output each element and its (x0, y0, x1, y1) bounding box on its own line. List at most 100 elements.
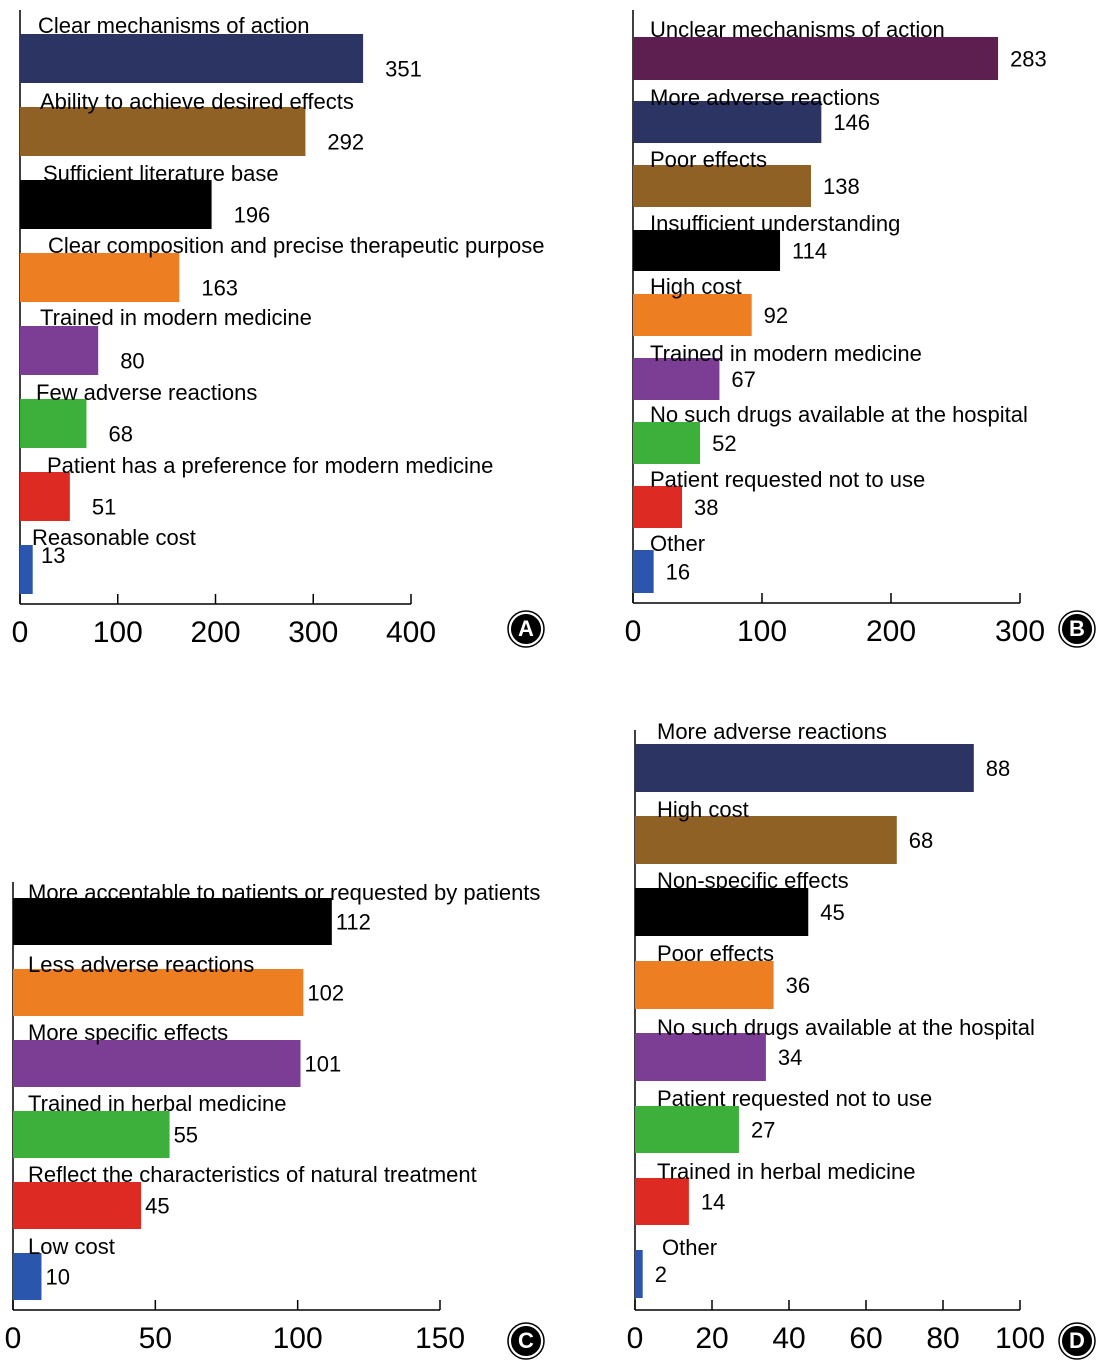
category-label: Trained in modern medicine (650, 341, 922, 366)
panel-badge-ring (1058, 1322, 1096, 1360)
value-label: 45 (820, 900, 844, 925)
category-label: High cost (657, 797, 749, 822)
value-label: 52 (712, 431, 736, 456)
value-label: 68 (108, 421, 132, 446)
value-label: 283 (1010, 46, 1047, 71)
category-label: Ability to achieve desired effects (40, 89, 354, 114)
bar (633, 486, 683, 528)
category-label: Sufficient literature base (43, 161, 279, 186)
bar (20, 545, 33, 594)
value-label: 10 (45, 1264, 69, 1289)
value-label: 112 (336, 909, 371, 934)
bar (635, 1033, 766, 1081)
category-label: Low cost (28, 1234, 115, 1259)
value-label: 51 (92, 494, 116, 519)
category-label: Clear mechanisms of action (38, 13, 309, 38)
category-label: No such drugs available at the hospital (650, 402, 1028, 427)
bar (20, 180, 212, 229)
x-tick-label: 100 (93, 616, 143, 649)
value-label: 67 (731, 367, 755, 392)
bar (13, 1040, 301, 1087)
bar (633, 165, 812, 207)
value-label: 138 (823, 174, 860, 199)
panel-badge-ring (507, 610, 545, 648)
bar (20, 472, 70, 521)
category-label: Less adverse reactions (28, 952, 254, 977)
category-label: No such drugs available at the hospital (657, 1015, 1035, 1040)
x-tick-label: 50 (139, 1322, 172, 1355)
value-label: 34 (778, 1045, 802, 1070)
x-tick-label: 0 (5, 1322, 22, 1355)
value-label: 92 (764, 303, 788, 328)
value-label: 80 (120, 348, 144, 373)
x-tick-label: 60 (849, 1322, 882, 1355)
x-tick-label: 0 (627, 1322, 644, 1355)
bar (20, 107, 306, 156)
category-label: Trained in herbal medicine (28, 1091, 286, 1116)
x-tick-label: 200 (190, 616, 240, 649)
category-label: More specific effects (28, 1020, 228, 1045)
panel-badge-circle (509, 612, 543, 646)
category-label: Insufficient understanding (650, 211, 900, 236)
x-tick-label: 0 (625, 615, 642, 648)
value-label: 27 (751, 1117, 775, 1142)
value-label: 16 (666, 559, 690, 584)
bar (635, 1250, 643, 1298)
value-label: 13 (41, 543, 65, 568)
category-label: Poor effects (657, 941, 774, 966)
category-label: Poor effects (650, 147, 767, 172)
value-label: 146 (833, 110, 870, 135)
bar (635, 1178, 689, 1225)
bar (633, 230, 781, 271)
x-tick-label: 300 (288, 616, 338, 649)
category-label: Few adverse reactions (36, 380, 257, 405)
x-tick-label: 0 (12, 616, 29, 649)
panel-badge: B (1058, 610, 1096, 648)
category-label: Reflect the characteristics of natural t… (28, 1162, 477, 1187)
category-label: Patient requested not to use (650, 467, 925, 492)
bar (20, 326, 99, 375)
x-tick-label: 300 (995, 615, 1045, 648)
panel-letter: C (518, 1328, 534, 1353)
value-label: 68 (909, 828, 933, 853)
panel-badge-ring (507, 1322, 545, 1360)
value-label: 114 (792, 238, 827, 263)
bar (20, 399, 87, 448)
category-label: Patient requested not to use (657, 1086, 932, 1111)
category-label: Unclear mechanisms of action (650, 17, 945, 42)
x-tick-label: 100 (737, 615, 787, 648)
bar (20, 34, 364, 83)
x-tick-label: 20 (695, 1322, 728, 1355)
value-label: 196 (234, 202, 271, 227)
value-label: 36 (786, 973, 810, 998)
panel-badge-ring (1058, 610, 1096, 648)
category-label: Trained in modern medicine (40, 305, 312, 330)
value-label: 55 (174, 1122, 198, 1147)
chart-panel-b: 0 100 200 300 Unclear mechanisms of action 28… (625, 10, 1096, 648)
value-label: 45 (145, 1193, 169, 1218)
panel-badge: D (1058, 1322, 1096, 1360)
category-label: Patient has a preference for modern medi… (47, 453, 493, 478)
category-label: Other (662, 1235, 717, 1260)
value-label: 102 (307, 980, 344, 1005)
bar (635, 961, 774, 1009)
x-tick-label: 400 (386, 616, 436, 649)
panel-letter: D (1069, 1328, 1085, 1353)
chart-panel-d: 0 20 40 60 80 100 More adverse reactions 88 High… (627, 719, 1096, 1360)
bar (13, 1253, 42, 1300)
x-tick-label: 150 (415, 1322, 465, 1355)
value-label: 163 (201, 275, 238, 300)
bar (13, 1182, 142, 1229)
x-tick-label: 100 (273, 1322, 323, 1355)
bar (633, 101, 822, 143)
x-tick-label: 80 (926, 1322, 959, 1355)
bar (13, 1111, 170, 1158)
x-tick-label: 200 (866, 615, 916, 648)
bar (633, 550, 654, 593)
bar (635, 744, 974, 792)
category-label: More acceptable to patients or requested… (28, 880, 540, 905)
bar (633, 37, 999, 80)
x-tick-label: 40 (772, 1322, 805, 1355)
value-label: 101 (305, 1051, 342, 1076)
panel-badge-circle (509, 1324, 543, 1358)
